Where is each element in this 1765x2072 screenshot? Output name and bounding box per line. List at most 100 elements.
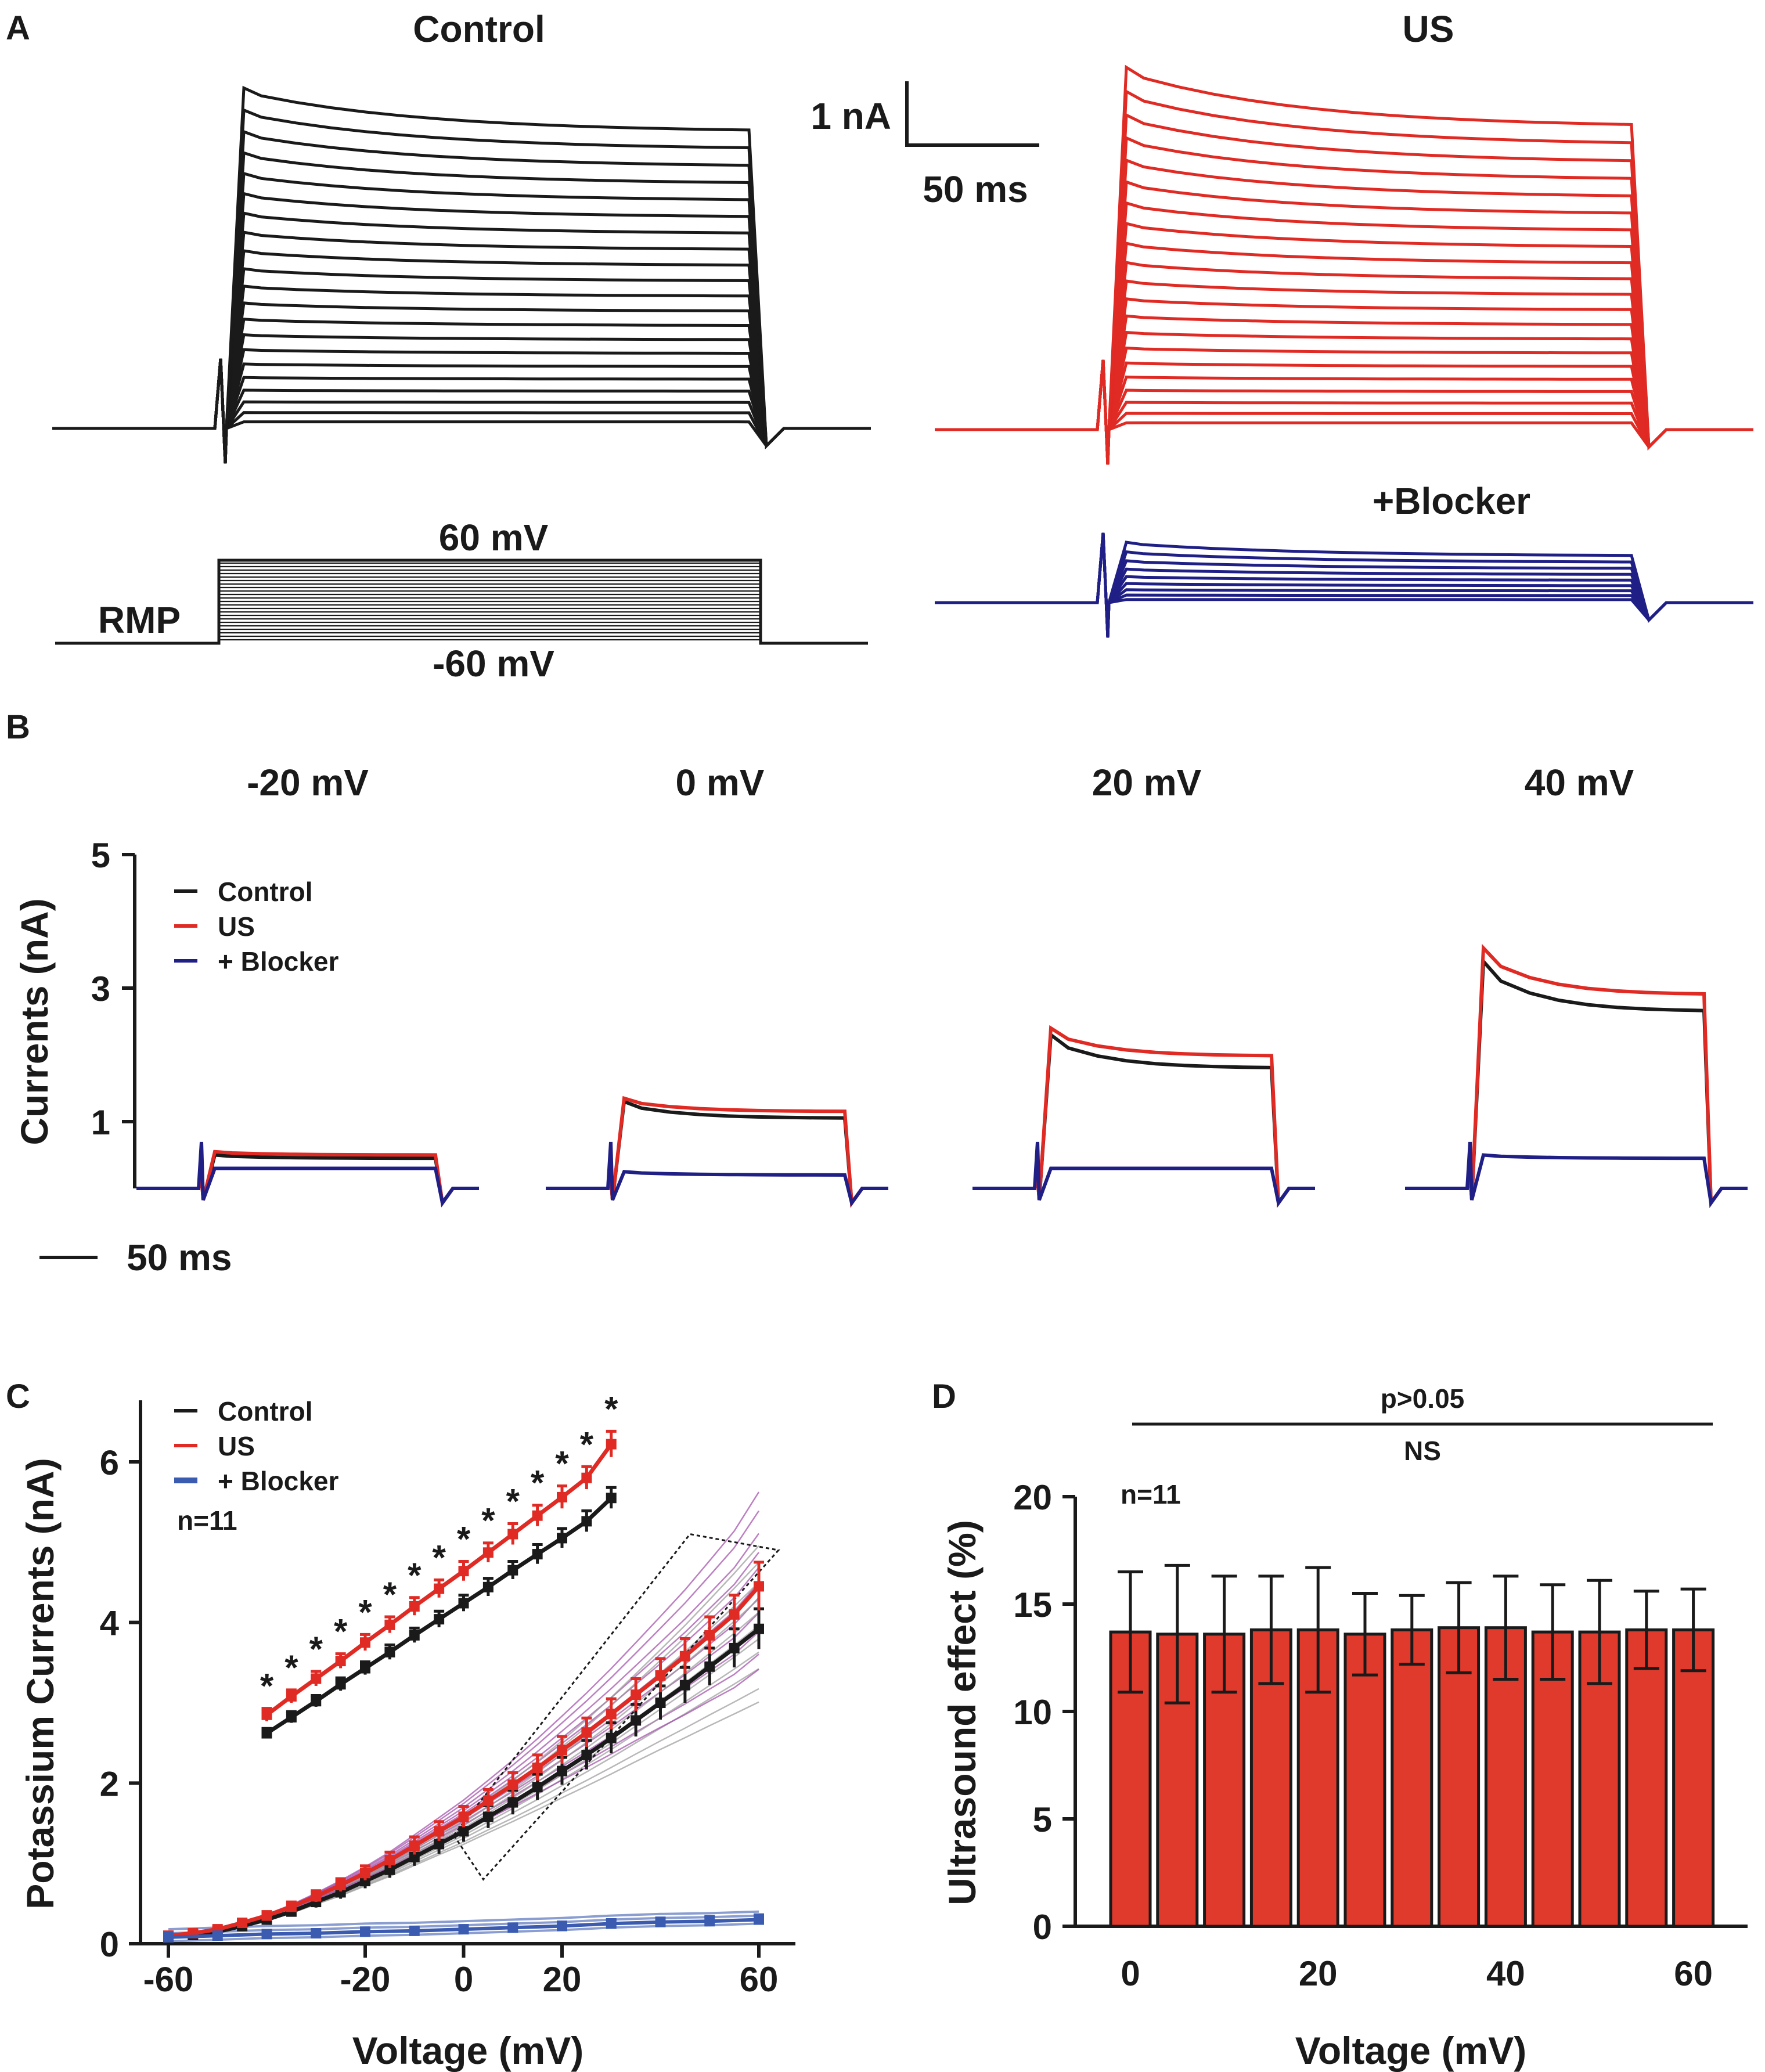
c-blocker-cell-line xyxy=(168,1910,759,1931)
d-xtick-label-0: 0 xyxy=(1121,1954,1140,1993)
us-current-trace xyxy=(935,64,1753,465)
d-y-axis-label: Ultrasound effect (%) xyxy=(941,1520,984,1905)
c-point-usinset xyxy=(482,1547,494,1558)
panel-c: C 0 2 4 6 -60 -20 0 20 60 Potassium Currents (nA… xyxy=(6,1378,795,2072)
c-point-blocker xyxy=(261,1929,272,1940)
c-point-us xyxy=(655,1670,666,1681)
c-point-blocker xyxy=(409,1925,420,1936)
c-legend-us-label: US xyxy=(218,1431,255,1461)
control-current-traces xyxy=(52,85,871,464)
panel-d-label: D xyxy=(932,1378,956,1415)
c-point-control xyxy=(507,1797,518,1808)
c-significance-star: * xyxy=(284,1648,298,1687)
c-point-us xyxy=(458,1811,469,1822)
c-x-axis-label: Voltage (mV) xyxy=(352,2029,583,2072)
control-current-trace xyxy=(52,358,871,464)
c-point-control xyxy=(704,1661,715,1672)
c-point-controlinset xyxy=(335,1679,346,1690)
control-current-trace xyxy=(52,358,871,464)
c-point-controlinset xyxy=(532,1549,543,1560)
c-n-annotation: n=11 xyxy=(177,1505,237,1536)
c-y-axis-label: Potassium Currents (nA) xyxy=(19,1458,62,1909)
c-point-blocker xyxy=(754,1914,764,1925)
us-current-trace xyxy=(935,359,1753,465)
blocker-current-traces xyxy=(935,532,1753,638)
d-bar-45 xyxy=(1531,1630,1574,1928)
step-label-2: 20 mV xyxy=(1092,762,1202,803)
b-trace-control-0 xyxy=(136,1153,479,1208)
b-ytick-label-1: 1 xyxy=(91,1103,110,1142)
c-point-usinset xyxy=(606,1439,617,1450)
control-current-trace xyxy=(52,358,871,464)
scale-bar-current-label: 1 nA xyxy=(811,95,891,137)
step-label-3: 40 mV xyxy=(1525,762,1634,803)
c-point-us xyxy=(286,1901,297,1912)
c-point-us xyxy=(409,1840,420,1851)
b-trace-us-3 xyxy=(1405,943,1748,1208)
blocker-current-trace xyxy=(935,532,1753,638)
c-point-us xyxy=(237,1918,248,1929)
c-point-controlinset xyxy=(286,1711,297,1723)
c-individual-cell-line xyxy=(168,1581,759,1938)
c-point-blocker xyxy=(507,1922,518,1933)
c-ytick-label-2: 2 xyxy=(100,1764,119,1803)
c-point-blocker xyxy=(311,1928,322,1939)
legend-us-label: US xyxy=(218,911,255,942)
legend-control-label: Control xyxy=(218,877,313,907)
c-point-us xyxy=(360,1868,370,1879)
d-xtick-label-40: 40 xyxy=(1486,1954,1525,1993)
d-ytick-label-5: 5 xyxy=(1033,1800,1052,1839)
c-individual-cell-line xyxy=(168,1638,759,1938)
b-trace-blocker-3 xyxy=(1405,1141,1748,1208)
c-point-control xyxy=(655,1698,666,1708)
c-individual-cell-line xyxy=(168,1597,759,1937)
c-significance-star: * xyxy=(580,1425,594,1464)
c-significance-star: * xyxy=(383,1575,397,1614)
us-current-traces xyxy=(935,64,1753,465)
b-y-axis-label: Currents (nA) xyxy=(13,898,56,1145)
c-point-control xyxy=(606,1732,617,1743)
d-significance-bottom: NS xyxy=(1404,1436,1441,1466)
b-ytick-label-5: 5 xyxy=(91,836,110,875)
step-label-1: 0 mV xyxy=(676,762,765,803)
c-point-usinset xyxy=(532,1510,543,1521)
c-significance-star: * xyxy=(481,1501,495,1540)
c-point-control xyxy=(384,1864,395,1875)
legend-blocker-label: + Blocker xyxy=(218,946,338,976)
c-point-us xyxy=(384,1855,395,1866)
c-point-blocker xyxy=(655,1916,666,1927)
c-significance-star: * xyxy=(309,1630,323,1669)
blocker-current-trace xyxy=(935,532,1753,638)
c-point-control xyxy=(360,1876,370,1887)
c-ticks: 0 2 4 6 -60 -20 0 20 60 xyxy=(100,1443,779,1999)
c-point-blocker xyxy=(163,1932,174,1943)
c-point-us xyxy=(581,1727,592,1738)
c-xtick-label-60: 60 xyxy=(740,1960,779,1999)
b-trace-control-3 xyxy=(1405,957,1748,1208)
c-point-control xyxy=(754,1623,764,1634)
b-trace-control-2 xyxy=(972,1031,1315,1208)
c-point-usinset xyxy=(409,1601,420,1612)
c-point-control xyxy=(482,1811,494,1822)
d-xtick-label-20: 20 xyxy=(1299,1954,1338,1993)
protocol-outline xyxy=(55,558,868,645)
c-significance-star: * xyxy=(604,1389,618,1428)
c-plot-area: * * * * * * * * * * * * * * * xyxy=(163,1389,780,1943)
d-bar-55 xyxy=(1625,1628,1668,1928)
c-point-blocker xyxy=(557,1920,567,1932)
c-point-us xyxy=(679,1651,690,1662)
c-xtick-label--20: -20 xyxy=(340,1960,391,1999)
c-legend-blocker-label: + Blocker xyxy=(218,1466,338,1496)
c-ytick-label-0: 0 xyxy=(100,1925,119,1964)
c-point-control xyxy=(458,1826,469,1837)
us-title: US xyxy=(1403,8,1454,50)
c-point-us xyxy=(754,1581,764,1592)
c-point-usinset xyxy=(507,1529,518,1540)
d-ytick-label-0: 0 xyxy=(1033,1908,1052,1947)
control-current-trace xyxy=(52,107,871,464)
c-individual-cell-line xyxy=(168,1625,759,1938)
c-point-controlinset xyxy=(384,1646,395,1657)
control-current-trace xyxy=(52,358,871,464)
c-point-blocker xyxy=(360,1926,370,1937)
